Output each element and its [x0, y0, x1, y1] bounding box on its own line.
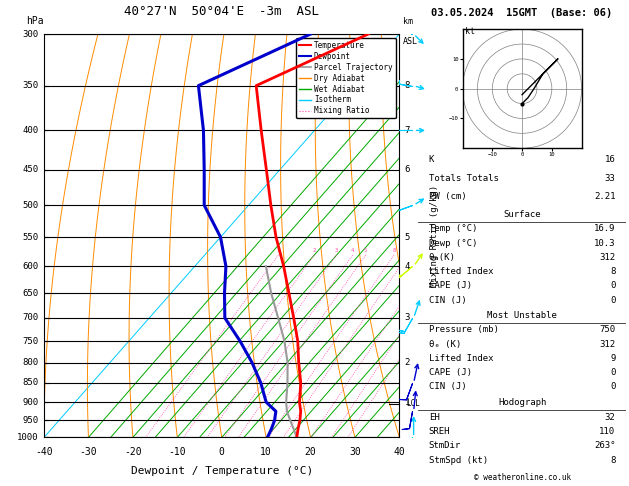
Text: θₑ(K): θₑ(K): [429, 253, 455, 262]
Text: 750: 750: [23, 336, 39, 346]
Text: 16.9: 16.9: [594, 225, 615, 233]
Text: 40°27'N  50°04'E  -3m  ASL: 40°27'N 50°04'E -3m ASL: [124, 5, 320, 18]
Text: 650: 650: [23, 289, 39, 297]
Text: kt: kt: [465, 27, 475, 36]
Text: 2.21: 2.21: [594, 192, 615, 201]
Text: km: km: [403, 17, 413, 26]
Text: StmDir: StmDir: [429, 441, 461, 451]
Text: 850: 850: [23, 379, 39, 387]
Text: 7: 7: [404, 126, 410, 135]
Text: CAPE (J): CAPE (J): [429, 368, 472, 377]
Text: 4: 4: [404, 262, 410, 271]
Text: 8: 8: [392, 248, 396, 253]
Text: 1: 1: [277, 248, 280, 253]
Text: 350: 350: [23, 81, 39, 90]
Text: 4: 4: [351, 248, 354, 253]
Text: 500: 500: [23, 201, 39, 209]
Text: 6: 6: [404, 165, 410, 174]
Text: Hodograph: Hodograph: [498, 399, 546, 407]
Text: -40: -40: [35, 448, 53, 457]
Text: 1000: 1000: [17, 433, 39, 442]
Text: -10: -10: [169, 448, 186, 457]
Text: 900: 900: [23, 398, 39, 407]
Text: 312: 312: [599, 253, 615, 262]
Text: hPa: hPa: [26, 16, 44, 26]
Text: 110: 110: [599, 427, 615, 436]
Text: 32: 32: [604, 413, 615, 422]
Text: Most Unstable: Most Unstable: [487, 311, 557, 320]
Text: 5: 5: [364, 248, 367, 253]
Text: StmSpd (kt): StmSpd (kt): [429, 456, 487, 465]
Text: 263°: 263°: [594, 441, 615, 451]
Text: Surface: Surface: [503, 210, 541, 219]
Text: 03.05.2024  15GMT  (Base: 06): 03.05.2024 15GMT (Base: 06): [431, 8, 613, 18]
Text: 2: 2: [313, 248, 316, 253]
Text: 5: 5: [404, 233, 410, 242]
Text: 1: 1: [404, 398, 410, 407]
Legend: Temperature, Dewpoint, Parcel Trajectory, Dry Adiabat, Wet Adiabat, Isotherm, Mi: Temperature, Dewpoint, Parcel Trajectory…: [296, 38, 396, 119]
Text: Lifted Index: Lifted Index: [429, 354, 493, 363]
Text: 10.3: 10.3: [594, 239, 615, 247]
Text: 0: 0: [219, 448, 225, 457]
Text: 400: 400: [23, 126, 39, 135]
Text: 3: 3: [335, 248, 338, 253]
Text: 0: 0: [610, 368, 615, 377]
Text: 600: 600: [23, 262, 39, 271]
Text: 9: 9: [610, 354, 615, 363]
Text: 0: 0: [610, 382, 615, 391]
Text: 40: 40: [394, 448, 405, 457]
Text: ASL: ASL: [403, 37, 418, 46]
Text: 30: 30: [349, 448, 361, 457]
Text: 3: 3: [404, 313, 410, 322]
Text: 20: 20: [304, 448, 316, 457]
Text: PW (cm): PW (cm): [429, 192, 466, 201]
Text: Pressure (mb): Pressure (mb): [429, 325, 499, 334]
Text: θₑ (K): θₑ (K): [429, 340, 461, 348]
Text: 300: 300: [23, 30, 39, 38]
Text: 450: 450: [23, 165, 39, 174]
Text: 700: 700: [23, 313, 39, 322]
Text: 0: 0: [610, 281, 615, 290]
Text: CIN (J): CIN (J): [429, 295, 466, 305]
Text: EH: EH: [429, 413, 440, 422]
Text: 2: 2: [404, 358, 410, 367]
Text: Lifted Index: Lifted Index: [429, 267, 493, 276]
Text: Totals Totals: Totals Totals: [429, 174, 499, 183]
Text: 8: 8: [404, 81, 410, 90]
Text: 950: 950: [23, 416, 39, 425]
Text: 800: 800: [23, 358, 39, 367]
Text: LCL: LCL: [406, 399, 420, 408]
Text: SREH: SREH: [429, 427, 450, 436]
Text: 16: 16: [604, 156, 615, 164]
Text: 10: 10: [260, 448, 272, 457]
Text: 312: 312: [599, 340, 615, 348]
Text: Mixing Ratio (g/kg): Mixing Ratio (g/kg): [430, 185, 440, 287]
Text: CAPE (J): CAPE (J): [429, 281, 472, 290]
Text: 550: 550: [23, 233, 39, 242]
Text: Dewpoint / Temperature (°C): Dewpoint / Temperature (°C): [131, 466, 313, 476]
Text: K: K: [429, 156, 434, 164]
Text: 33: 33: [604, 174, 615, 183]
Text: Temp (°C): Temp (°C): [429, 225, 477, 233]
Text: -30: -30: [80, 448, 97, 457]
Text: 8: 8: [610, 267, 615, 276]
Text: CIN (J): CIN (J): [429, 382, 466, 391]
Text: -20: -20: [124, 448, 142, 457]
Text: 750: 750: [599, 325, 615, 334]
Text: Dewp (°C): Dewp (°C): [429, 239, 477, 247]
Text: © weatheronline.co.uk: © weatheronline.co.uk: [474, 473, 571, 482]
Text: 0: 0: [610, 295, 615, 305]
Text: 8: 8: [610, 456, 615, 465]
